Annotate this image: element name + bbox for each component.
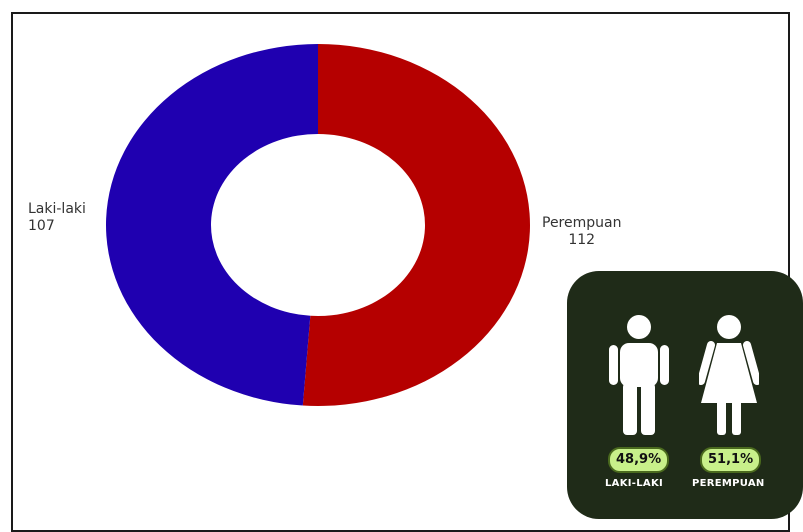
slice-label-value: 112 [542, 232, 621, 249]
female-caption: PEREMPUAN [692, 478, 765, 489]
slice-label-perempuan: Perempuan 112 [542, 215, 621, 249]
slice-label-laki-laki: Laki-laki 107 [28, 201, 86, 235]
gender-infographic-card: 48,9% 51,1% LAKI-LAKI PEREMPUAN [567, 271, 803, 519]
slice-label-name: Perempuan [542, 215, 621, 232]
slice-label-value: 107 [28, 218, 86, 235]
donut-slice-laki-laki [106, 44, 318, 406]
male-percent-badge: 48,9% [608, 447, 669, 473]
donut-slice-perempuan [303, 44, 530, 406]
female-percent-badge: 51,1% [700, 447, 761, 473]
slice-label-name: Laki-laki [28, 201, 86, 218]
male-person-icon [609, 315, 669, 435]
female-person-icon [699, 315, 759, 435]
male-caption: LAKI-LAKI [605, 478, 663, 489]
